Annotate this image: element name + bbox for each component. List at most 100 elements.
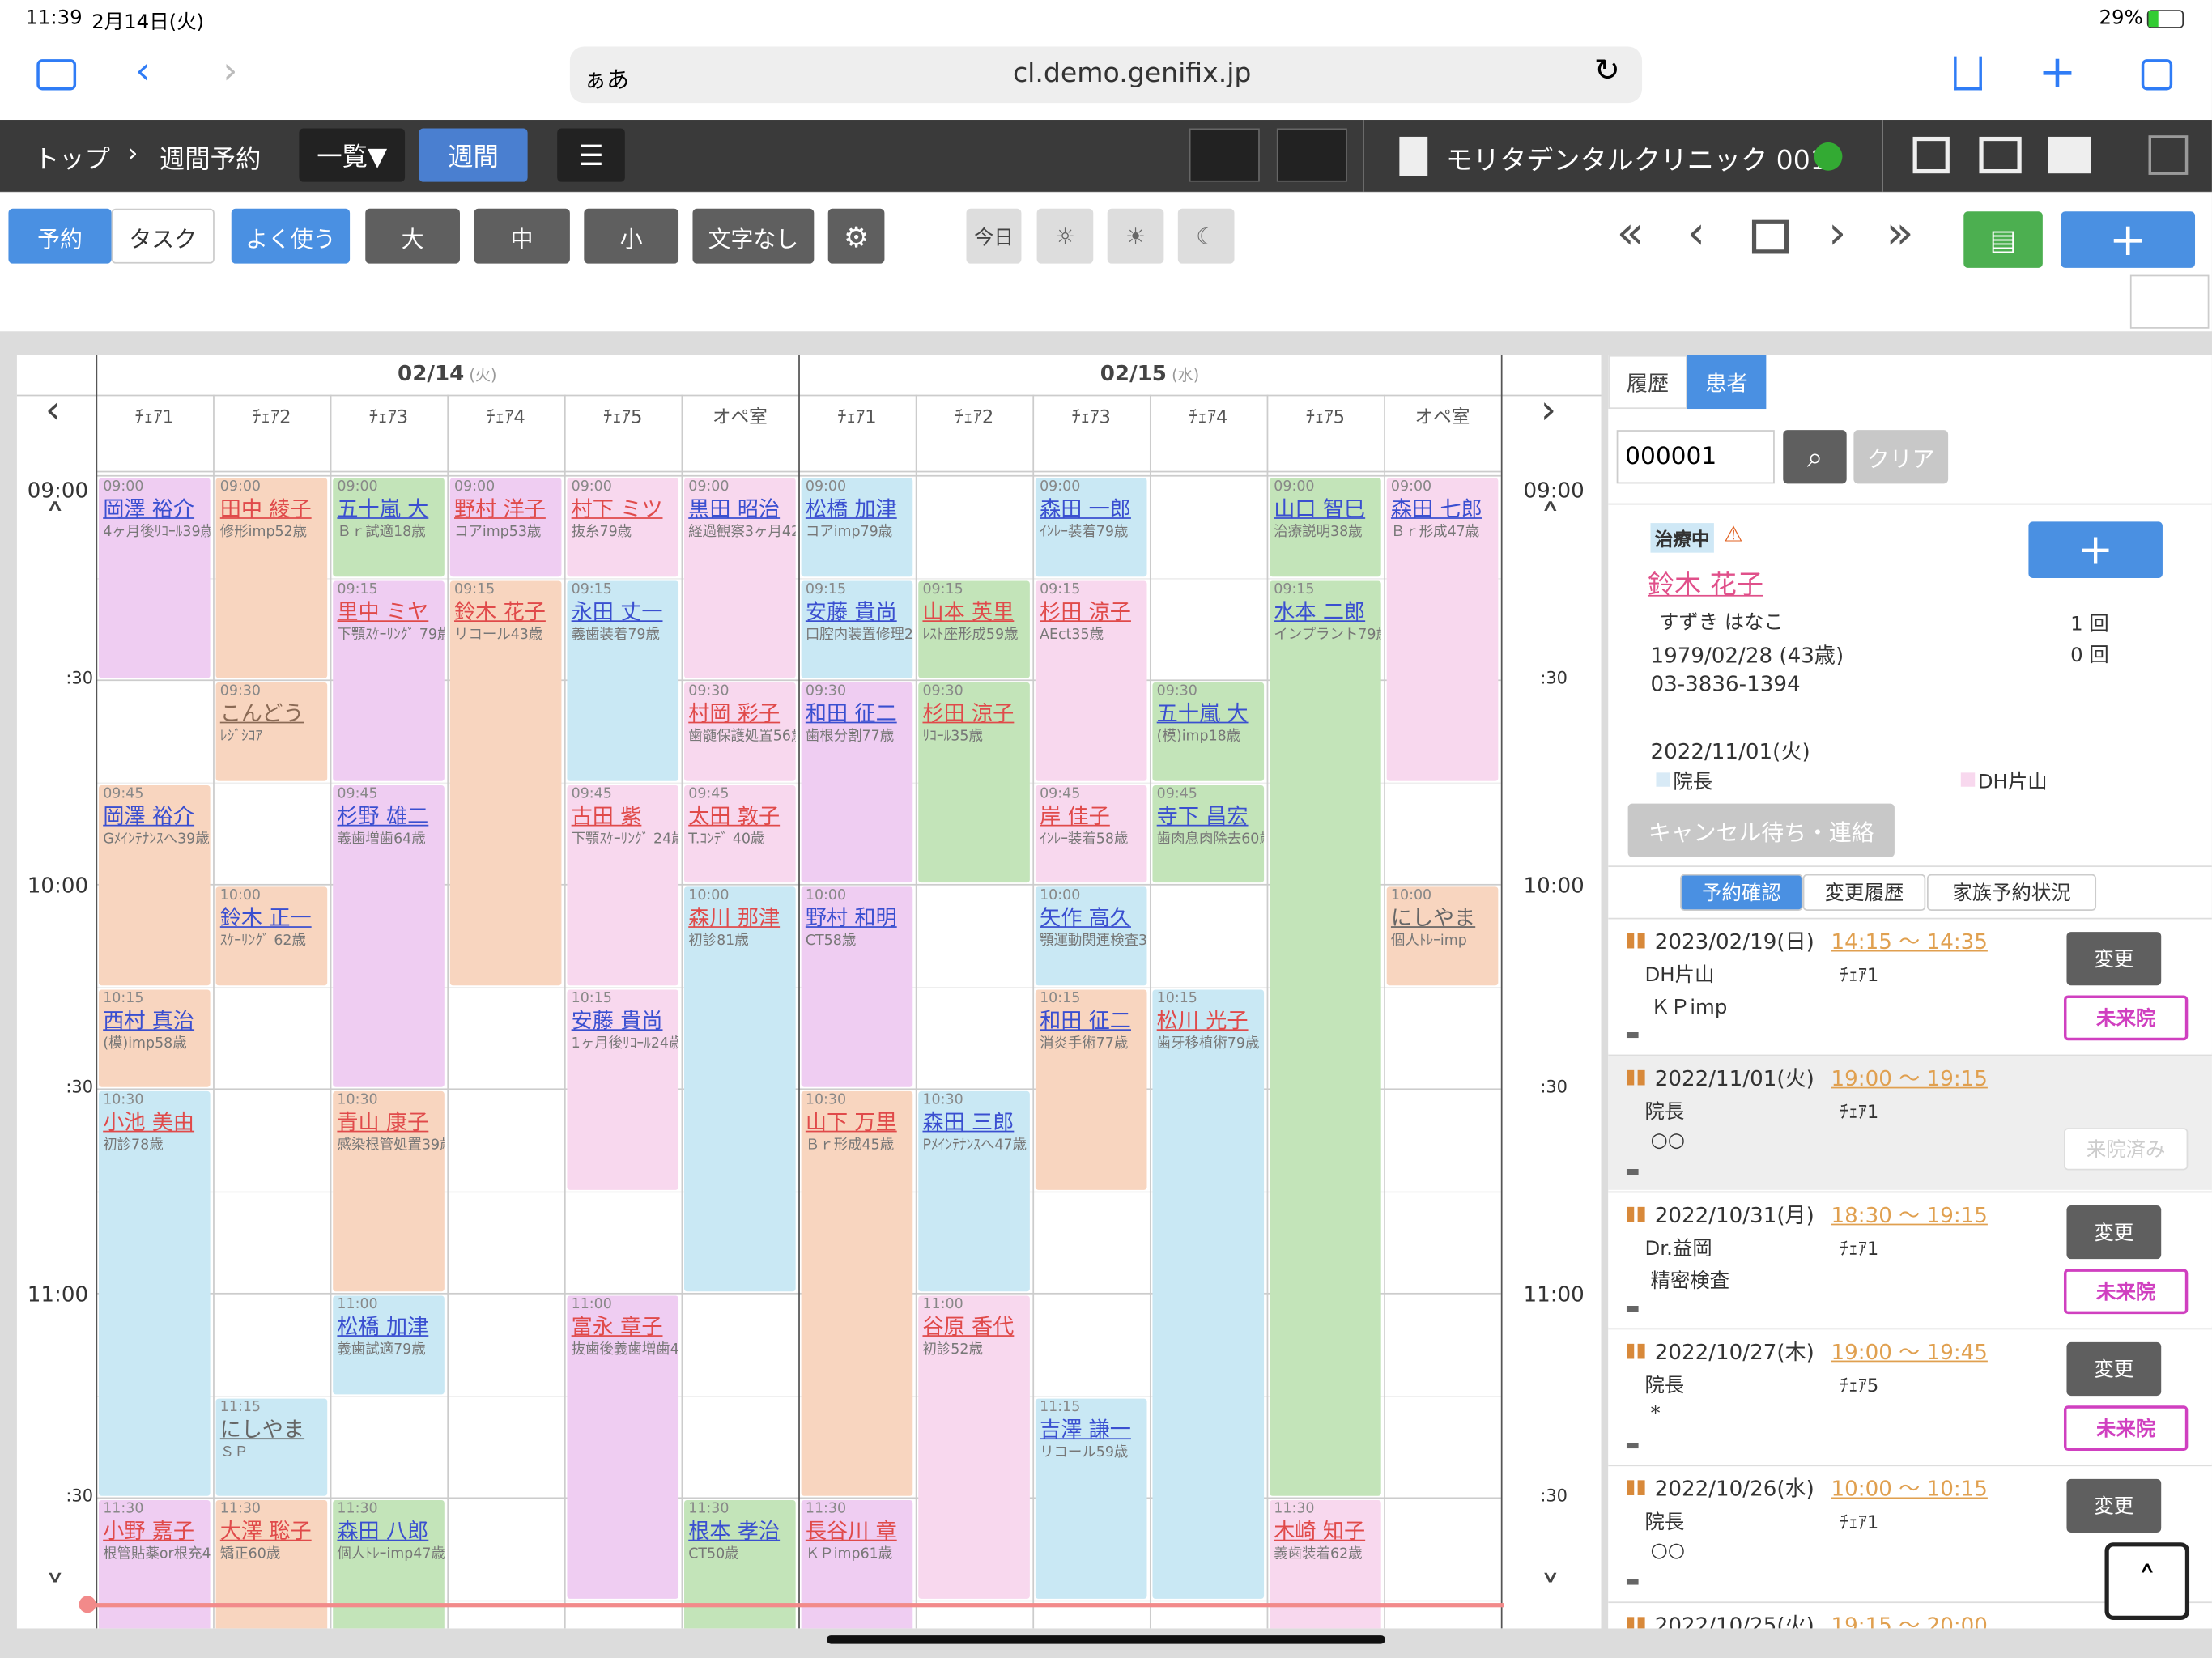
patient-name[interactable]: 鈴木 花子 (454, 598, 546, 624)
history-time[interactable]: 18:30 ～ 19:15 (1831, 1202, 1988, 1228)
cancel-wait[interactable]: キャンセル待ち・連絡 (1627, 803, 1895, 857)
patient-name[interactable]: 鈴木 正一 (219, 905, 312, 931)
patient-name[interactable]: 太田 敦子 (688, 802, 781, 829)
appointment[interactable]: 10:15 松川 光子 歯牙移植術79歳 (1152, 988, 1265, 1598)
patient-name[interactable]: 村岡 彩子 (688, 700, 781, 726)
patient-name[interactable]: 岡澤 裕介 (103, 802, 195, 829)
appointment[interactable]: 09:45 岸 佳子 ｲﾝﾚｰ装着58歳 (1035, 784, 1147, 883)
add-reservation[interactable]: + (2028, 521, 2163, 579)
appointment[interactable]: 10:30 小池 美由 初診78歳 (98, 1090, 211, 1496)
patient-name[interactable]: 山口 智巳 (1274, 496, 1366, 522)
appointment[interactable]: 09:15 水本 二郎 インプラント79歳 (1270, 580, 1381, 1496)
appointment[interactable]: 09:30 和田 征二 歯根分割77歳 (801, 682, 913, 883)
appointment[interactable]: 11:15 にしやま ＳＰ (215, 1397, 328, 1496)
change[interactable]: 変更 (2066, 1478, 2162, 1533)
patient-name[interactable]: こんどう (219, 700, 304, 726)
icon-button[interactable] (1276, 128, 1347, 182)
history-time[interactable]: 19:15 ～ 20:00 (1831, 1613, 1988, 1629)
share[interactable] (1954, 56, 1982, 91)
patient-name[interactable]: 古田 紫 (571, 802, 642, 829)
calendar-pick[interactable] (1751, 219, 1789, 254)
history-time[interactable]: 14:15 ～ 14:35 (1831, 929, 1988, 954)
patient-name[interactable]: 根本 孝治 (688, 1518, 781, 1544)
night[interactable]: ☾ (1177, 208, 1235, 264)
appointment[interactable]: 10:00 野村 和明 CT58歳 (801, 886, 913, 1087)
tab-reservation[interactable]: 予約 (8, 208, 112, 264)
patient-name[interactable]: 森田 三郎 (922, 1109, 1015, 1135)
appointment[interactable]: 11:00 松橋 加津 義歯試適79歳 (333, 1295, 445, 1394)
appointment[interactable]: 11:00 谷原 香代 初診52歳 (918, 1295, 1030, 1598)
appointment[interactable]: 10:15 和田 征二 消炎手術77歳 (1035, 988, 1147, 1189)
patient-name[interactable]: 田中 綾子 (219, 496, 312, 522)
patient-name[interactable]: 五十嵐 大 (1156, 700, 1249, 726)
search[interactable]: ⌕ (1783, 430, 1847, 484)
patient-name[interactable]: 五十嵐 大 (337, 496, 429, 522)
menu-icon[interactable]: ☰ (557, 128, 625, 182)
new-tab[interactable]: + (2038, 45, 2077, 99)
panel-tab[interactable]: 履歴 (1608, 355, 1687, 410)
clinic-name[interactable]: モリタデンタルクリニック 001 (1445, 145, 1827, 176)
change[interactable]: 変更 (2066, 1205, 2162, 1260)
appointment[interactable]: 11:30 大澤 聡子 矯正60歳 (215, 1499, 328, 1629)
appointment[interactable]: 09:00 村下 ミツ 抜糸79歳 (567, 478, 679, 576)
appointment[interactable]: 09:00 森田 一郎 ｲﾝﾚｰ装着79歳 (1035, 478, 1147, 576)
visited[interactable]: 来院済み (2063, 1128, 2189, 1171)
patient-id-input[interactable]: 000001 (1616, 430, 1775, 484)
prev-week[interactable]: « (1616, 206, 1644, 260)
today[interactable]: 今日 (966, 208, 1022, 264)
patient-name[interactable]: 岸 佳子 (1040, 802, 1110, 829)
back[interactable]: ‹ (135, 50, 151, 93)
appointment[interactable]: 11:30 木崎 知子 義歯装着62歳 (1270, 1499, 1381, 1629)
history-time[interactable]: 10:00 ～ 10:15 (1831, 1476, 1988, 1502)
patient-name[interactable]: 松川 光子 (1156, 1007, 1249, 1033)
appointment[interactable]: 09:30 五十嵐 大 (模)imp18歳 (1152, 682, 1265, 780)
appointment[interactable]: 09:45 寺下 昌宏 歯肉息肉除去60歳 (1152, 784, 1265, 883)
appointment[interactable]: 10:00 鈴木 正一 ｽｹｰﾘﾝｸﾞ 62歳 (215, 886, 328, 985)
appointment[interactable]: 11:30 根本 孝治 CT50歳 (684, 1499, 796, 1629)
subtab[interactable]: 家族予約状況 (1926, 874, 2097, 912)
appointment[interactable]: 09:00 野村 洋子 コアimp53歳 (449, 478, 562, 576)
appointment[interactable]: 10:15 西村 真治 (模)imp58歳 (98, 988, 211, 1087)
url[interactable]: cl.demo.genifix.jp (1012, 57, 1252, 89)
appointment[interactable]: 10:30 山下 万里 Ｂｒ形成45歳 (801, 1090, 913, 1496)
nav-arrow[interactable]: ‹ (45, 386, 62, 433)
patient-name[interactable]: 寺下 昌宏 (1156, 802, 1249, 829)
patient-name[interactable]: 西村 真治 (103, 1007, 195, 1033)
patient-name[interactable]: 杉野 雄二 (337, 802, 429, 829)
no-text[interactable]: 文字なし (692, 208, 815, 264)
appointment[interactable]: 09:00 岡澤 裕介 4ヶ月後ﾘｺｰﾙ39歳 (98, 478, 211, 678)
card-icon[interactable] (1979, 136, 2022, 174)
patient-name[interactable]: 森川 那津 (688, 905, 781, 931)
patient-name[interactable]: 杉田 涼子 (922, 700, 1015, 726)
appointment[interactable]: 09:15 山本 英里 ﾚｽﾄ座形成59歳 (918, 580, 1030, 678)
subtab[interactable]: 変更履歴 (1802, 874, 1926, 912)
breadcrumb[interactable]: トップ (33, 145, 110, 175)
add[interactable]: + (2061, 211, 2196, 268)
appointment[interactable]: 11:15 吉澤 謙一 リコール59歳 (1035, 1397, 1147, 1598)
appointment[interactable]: 09:00 森田 七郎 Ｂｒ形成47歳 (1386, 478, 1499, 780)
patient-name[interactable]: 岡澤 裕介 (103, 496, 195, 522)
morning[interactable]: ☼ (1036, 208, 1094, 264)
appointment[interactable]: 09:45 古田 紫下顎ｽｹｰﾘﾝｸﾞ 24歳 (567, 784, 679, 985)
patient-name[interactable]: 和田 征二 (1040, 1007, 1131, 1033)
patient-name[interactable]: にしやま (1390, 905, 1476, 931)
appointment[interactable]: 09:45 杉野 雄二 義歯増歯64歳 (333, 784, 445, 1087)
history-time[interactable]: 19:00 ～ 19:45 (1831, 1339, 1988, 1365)
reload[interactable]: ↻ (1593, 53, 1620, 89)
patient-name[interactable]: 木崎 知子 (1274, 1518, 1366, 1544)
patient-name[interactable]: 野村 洋子 (454, 496, 546, 522)
panel-tab[interactable]: 患者 (1687, 355, 1767, 410)
sidebar-icon[interactable] (36, 59, 77, 91)
forward[interactable]: › (223, 50, 238, 93)
dropdown-icon[interactable] (2148, 135, 2189, 175)
patient-name[interactable]: 杉田 涼子 (1040, 598, 1131, 624)
not-visited[interactable]: 未来院 (2063, 1269, 2189, 1315)
appointment[interactable]: 09:30 杉田 涼子 ﾘｺｰﾙ35歳 (918, 682, 1030, 883)
appointment[interactable]: 10:30 青山 康子 感染根管処置39歳 (333, 1090, 445, 1292)
book-icon[interactable] (2048, 136, 2091, 174)
patient-name[interactable]: 永田 丈一 (571, 598, 663, 624)
nav-arrow[interactable]: ˅ (45, 1567, 66, 1615)
